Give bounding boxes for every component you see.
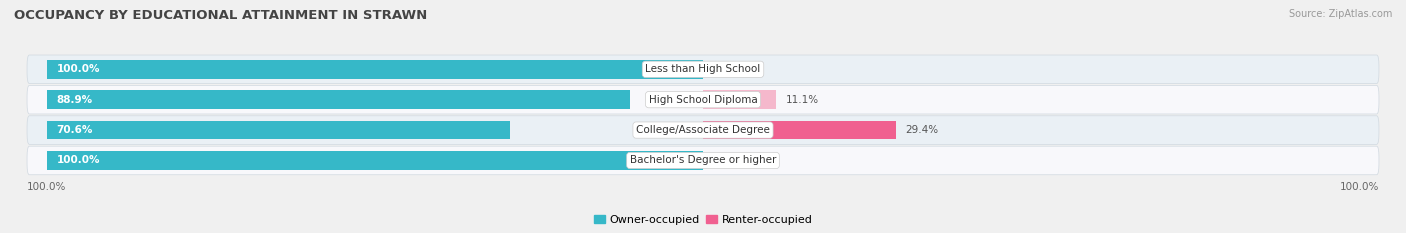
- Text: 11.1%: 11.1%: [786, 95, 818, 105]
- Bar: [703, 90, 776, 109]
- Text: 100.0%: 100.0%: [1340, 182, 1379, 192]
- Text: 100.0%: 100.0%: [56, 64, 100, 74]
- Text: High School Diploma: High School Diploma: [648, 95, 758, 105]
- Bar: [46, 90, 630, 109]
- Text: Source: ZipAtlas.com: Source: ZipAtlas.com: [1288, 9, 1392, 19]
- Text: Less than High School: Less than High School: [645, 64, 761, 74]
- Bar: [46, 121, 510, 140]
- Bar: [46, 151, 703, 170]
- Text: 29.4%: 29.4%: [905, 125, 939, 135]
- FancyBboxPatch shape: [27, 116, 1379, 144]
- Bar: [46, 60, 703, 79]
- Text: 100.0%: 100.0%: [56, 155, 100, 165]
- Text: Bachelor's Degree or higher: Bachelor's Degree or higher: [630, 155, 776, 165]
- Text: OCCUPANCY BY EDUCATIONAL ATTAINMENT IN STRAWN: OCCUPANCY BY EDUCATIONAL ATTAINMENT IN S…: [14, 9, 427, 22]
- Text: 100.0%: 100.0%: [27, 182, 66, 192]
- Text: College/Associate Degree: College/Associate Degree: [636, 125, 770, 135]
- Bar: [703, 121, 896, 140]
- Text: 0.0%: 0.0%: [713, 155, 740, 165]
- FancyBboxPatch shape: [27, 146, 1379, 175]
- FancyBboxPatch shape: [27, 55, 1379, 84]
- FancyBboxPatch shape: [27, 86, 1379, 114]
- Legend: Owner-occupied, Renter-occupied: Owner-occupied, Renter-occupied: [589, 210, 817, 229]
- Text: 88.9%: 88.9%: [56, 95, 93, 105]
- Text: 70.6%: 70.6%: [56, 125, 93, 135]
- Text: 0.0%: 0.0%: [713, 64, 740, 74]
